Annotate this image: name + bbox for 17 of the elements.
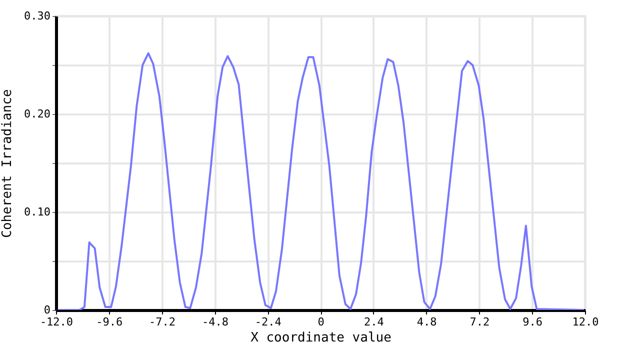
y-tick-label: 0 <box>44 304 50 316</box>
x-tick-label: -9.6 <box>96 316 123 328</box>
y-tick-label: 0.20 <box>24 108 50 120</box>
x-tick-label: 2.4 <box>364 316 384 328</box>
y-tick-label: 0.30 <box>24 10 50 22</box>
y-axis-title: Coherent Irradiance <box>0 88 16 238</box>
y-tick-label: 0.10 <box>24 206 50 218</box>
x-tick-label: 0 <box>318 316 324 328</box>
x-axis-title: X coordinate value <box>250 330 392 346</box>
x-tick-label: 4.8 <box>416 316 437 328</box>
x-tick-label: 9.6 <box>522 316 543 328</box>
x-tick-label: -2.4 <box>254 316 282 328</box>
x-tick-label: -4.8 <box>202 316 228 328</box>
x-tick-label: -12.0 <box>40 316 74 328</box>
x-tick-label: 7.2 <box>470 316 490 328</box>
x-tick-label: -7.2 <box>149 316 176 328</box>
x-tick-label: 12.0 <box>572 316 599 328</box>
